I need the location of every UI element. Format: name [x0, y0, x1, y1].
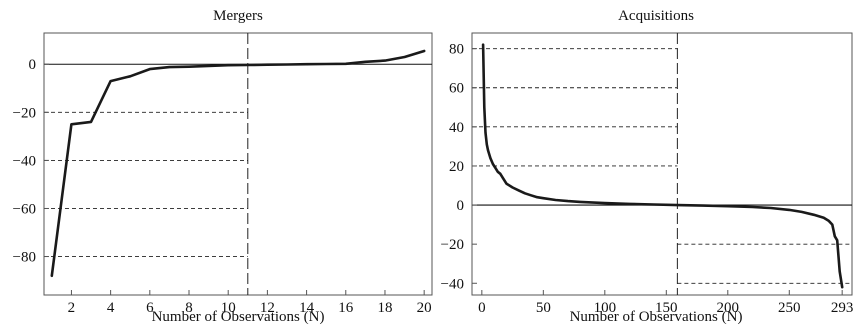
- acquisitions-x-tick-label: 100: [594, 300, 617, 316]
- mergers-panel: Mergers Number of Observations (N) 2 4 6 8 1…: [13, 8, 433, 325]
- acquisitions-y-tick-label: 20: [449, 159, 464, 175]
- mergers-y-tick-label: 0: [29, 57, 37, 73]
- acquisitions-y-tick-label: −20: [441, 237, 464, 253]
- mergers-x-tick-label: 20: [417, 300, 432, 316]
- mergers-plot-area: [43, 32, 433, 296]
- acquisitions-x-tick-label: 150: [655, 300, 678, 316]
- mergers-x-tick-label: 4: [107, 300, 115, 316]
- mergers-y-tick-label: −60: [13, 201, 36, 217]
- mergers-title: Mergers: [213, 8, 263, 24]
- mergers-x-tick-label: 14: [299, 300, 315, 316]
- mergers-y-tick-label: −20: [13, 105, 36, 121]
- acquisitions-y-tick-label: 40: [449, 120, 464, 136]
- mergers-x-tick-label: 2: [68, 300, 76, 316]
- mergers-x-tick-label: 6: [146, 300, 154, 316]
- mergers-x-tick-label: 8: [185, 300, 193, 316]
- acquisitions-x-tick-label: 293: [831, 300, 854, 316]
- mergers-x-axis-label: Number of Observations (N): [152, 309, 325, 325]
- acquisitions-x-tick-label: 50: [536, 300, 551, 316]
- mergers-x-tick-label: 16: [338, 300, 354, 316]
- acquisitions-series-line: [481, 43, 844, 289]
- acquisitions-y-tick-label: 80: [449, 42, 464, 58]
- mergers-x-tick-label: 10: [221, 300, 236, 316]
- acquisitions-y-tick-label: 0: [457, 198, 465, 214]
- mergers-y-tick-label: −80: [13, 250, 36, 266]
- mergers-series-line: [50, 49, 426, 278]
- mergers-x-tick-label: 12: [260, 300, 275, 316]
- acquisitions-x-tick-label: 200: [717, 300, 740, 316]
- mergers-x-tick-label: 18: [377, 300, 392, 316]
- acquisitions-x-axis-label: Number of Observations (N): [570, 309, 743, 325]
- acquisitions-x-tick-label: 250: [778, 300, 801, 316]
- acquisitions-title: Acquisitions: [618, 8, 694, 24]
- acquisitions-panel: Acquisitions Number of Observations (N) …: [441, 8, 854, 325]
- acquisitions-plot-area: [471, 32, 853, 296]
- acquisitions-y-tick-label: 60: [449, 81, 464, 97]
- acquisitions-y-tick-label: −40: [441, 276, 464, 292]
- acquisitions-x-tick-label: 0: [478, 300, 486, 316]
- mergers-y-tick-label: −40: [13, 153, 36, 169]
